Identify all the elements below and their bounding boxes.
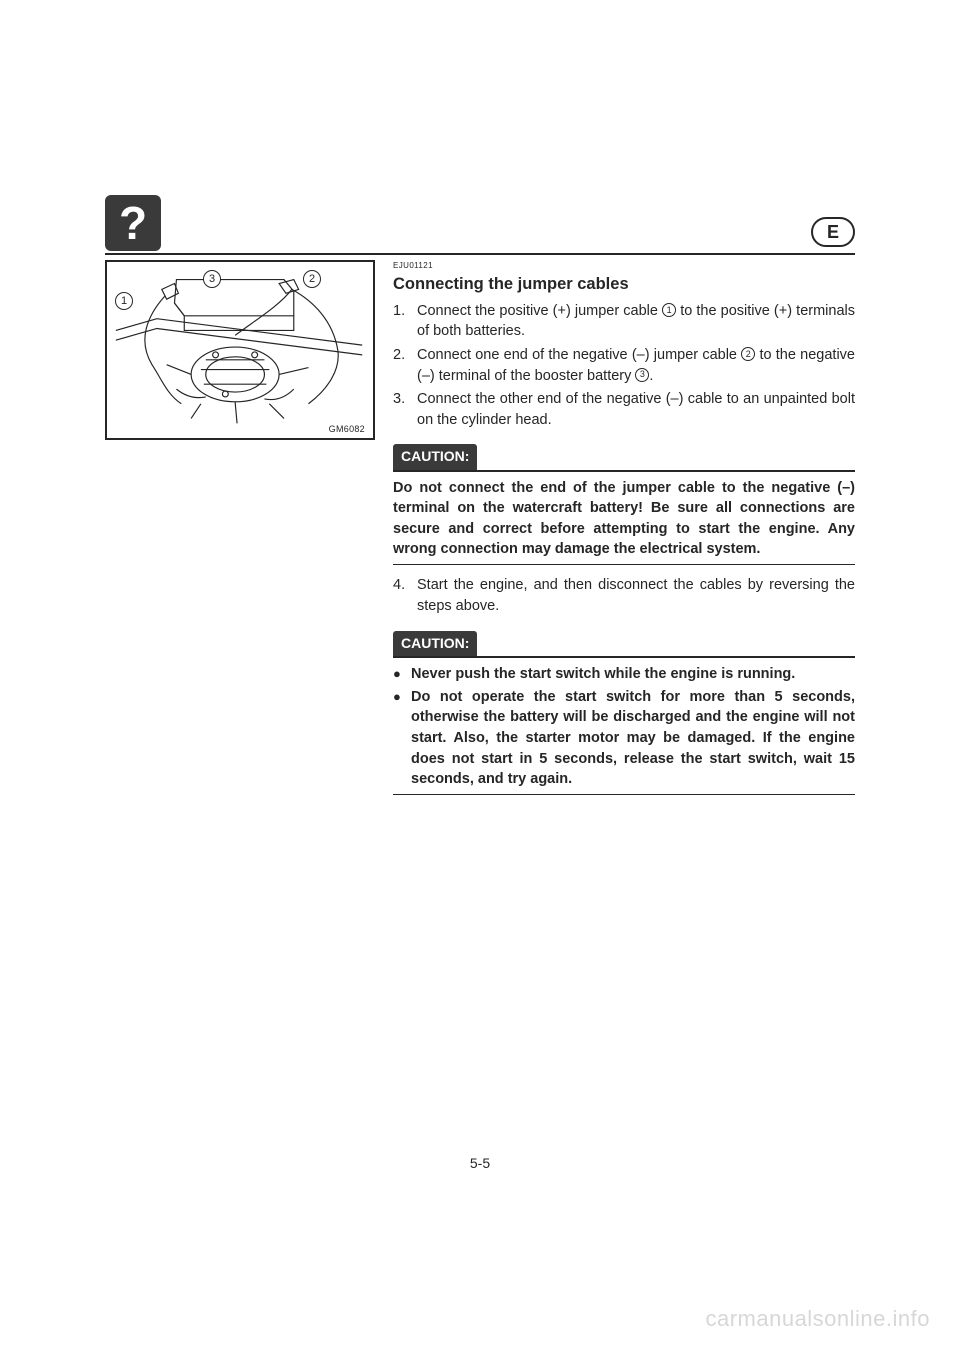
bullet-1: ● Never push the start switch while the … <box>393 664 855 685</box>
figure-callout-3: 3 <box>203 270 221 288</box>
step-4-text: Start the engine, and then disconnect th… <box>417 575 855 616</box>
question-mark-glyph: ? <box>119 196 147 250</box>
step-1: 1. Connect the positive (+) jumper cable… <box>393 301 855 342</box>
bullet-2-marker: ● <box>393 687 411 790</box>
figure-column: 3 2 1 GM6082 <box>105 260 375 805</box>
step-2-text: Connect one end of the negative (–) jump… <box>417 345 855 386</box>
header-divider <box>105 253 855 255</box>
caution-2-label: CAUTION: <box>393 631 477 657</box>
step-1-number: 1. <box>393 301 417 342</box>
section-title: Connecting the jumper cables <box>393 273 855 296</box>
caution-1-rule-top <box>393 470 855 472</box>
page-number: 5-5 <box>0 1155 960 1171</box>
step-2-number: 2. <box>393 345 417 386</box>
callout-2-label: 2 <box>309 273 315 285</box>
step-4-number: 4. <box>393 575 417 616</box>
bullet-2: ● Do not operate the start switch for mo… <box>393 687 855 790</box>
watermark: carmanualsonline.info <box>705 1306 930 1332</box>
step-list-1: 1. Connect the positive (+) jumper cable… <box>393 301 855 430</box>
jumper-cable-figure: 3 2 1 GM6082 <box>105 260 375 440</box>
step-1-text: Connect the positive (+) jumper cable 1 … <box>417 301 855 342</box>
manual-page: ? E <box>0 0 960 865</box>
inline-ref-1: 1 <box>662 303 676 317</box>
step-2: 2. Connect one end of the negative (–) j… <box>393 345 855 386</box>
caution-1-label: CAUTION: <box>393 444 477 470</box>
reference-code: EJU01121 <box>393 260 855 271</box>
callout-1-label: 1 <box>121 295 127 307</box>
question-mark-icon: ? <box>105 195 161 251</box>
step-2-text-a: Connect one end of the negative (–) jump… <box>417 347 741 363</box>
caution-1-rule-bottom <box>393 564 855 566</box>
figure-svg <box>107 262 373 438</box>
step-4: 4. Start the engine, and then disconnect… <box>393 575 855 616</box>
step-list-2: 4. Start the engine, and then disconnect… <box>393 575 855 616</box>
caution-2-rule-bottom <box>393 794 855 796</box>
page-header: ? E <box>105 195 855 251</box>
callout-3-label: 3 <box>209 273 215 285</box>
inline-ref-3: 3 <box>635 368 649 382</box>
caution-2-rule-top <box>393 656 855 658</box>
language-badge: E <box>811 217 855 247</box>
bullet-2-text: Do not operate the start switch for more… <box>411 687 855 790</box>
figure-callout-2: 2 <box>303 270 321 288</box>
step-3-text: Connect the other end of the negative (–… <box>417 389 855 430</box>
step-3: 3. Connect the other end of the negative… <box>393 389 855 430</box>
caution-2-bullets: ● Never push the start switch while the … <box>393 664 855 790</box>
text-column: EJU01121 Connecting the jumper cables 1.… <box>393 260 855 805</box>
step-2-text-c: . <box>649 368 653 384</box>
language-label: E <box>827 222 839 243</box>
inline-ref-2: 2 <box>741 347 755 361</box>
step-3-number: 3. <box>393 389 417 430</box>
content-columns: 3 2 1 GM6082 EJU01121 Connecting the jum… <box>105 260 855 805</box>
figure-callout-1: 1 <box>115 292 133 310</box>
step-1-text-a: Connect the positive (+) jumper cable <box>417 303 662 319</box>
figure-code: GM6082 <box>329 424 365 434</box>
bullet-1-marker: ● <box>393 664 411 685</box>
bullet-1-text: Never push the start switch while the en… <box>411 664 855 685</box>
caution-1-body: Do not connect the end of the jumper cab… <box>393 478 855 560</box>
